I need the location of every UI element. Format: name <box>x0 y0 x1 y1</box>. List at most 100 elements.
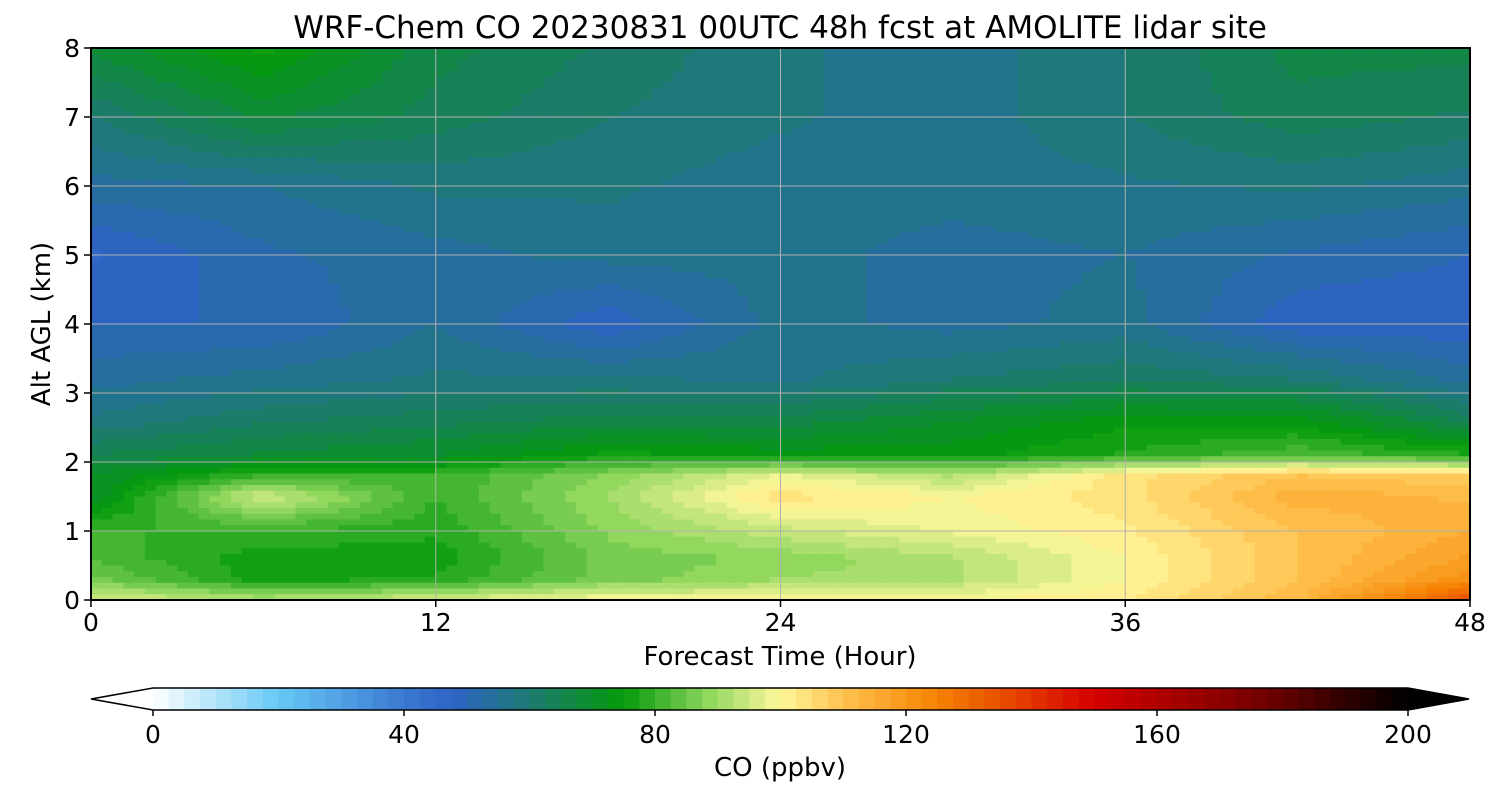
contour-cell <box>144 94 157 101</box>
contour-cell <box>952 180 965 187</box>
contour-cell <box>1017 88 1029 95</box>
contour-cell <box>1103 151 1116 158</box>
contour-cell <box>274 168 286 176</box>
contour-cell <box>1362 71 1374 78</box>
contour-cell <box>381 82 394 89</box>
contour-cell <box>1179 214 1191 222</box>
contour-cell <box>920 168 932 176</box>
contour-cell <box>392 140 405 147</box>
contour-cell <box>1329 82 1342 89</box>
contour-cell <box>532 203 545 210</box>
contour-cell <box>640 94 652 101</box>
contour-cell <box>899 243 911 250</box>
contour-cell <box>532 134 545 141</box>
contour-cell <box>931 82 943 89</box>
contour-cell <box>1200 214 1213 222</box>
contour-cell <box>112 209 124 216</box>
contour-cell <box>1276 76 1288 84</box>
contour-cell <box>769 226 782 233</box>
contour-cell <box>1308 232 1320 239</box>
contour-cell <box>500 260 512 268</box>
contour-cell <box>575 168 588 176</box>
contour-cell <box>1189 145 1202 153</box>
contour-cell <box>1103 65 1116 72</box>
contour-cell <box>1394 260 1406 268</box>
contour-cell <box>565 140 577 147</box>
contour-cell <box>748 157 760 164</box>
contour-cell <box>1039 220 1051 227</box>
contour-cell <box>1276 266 1288 273</box>
contour-cell <box>241 249 254 256</box>
contour-cell <box>1383 76 1396 84</box>
contour-cell <box>328 134 340 141</box>
contour-cell <box>791 186 803 193</box>
contour-cell <box>1448 71 1460 78</box>
contour-cell <box>963 71 976 78</box>
contour-cell <box>134 53 146 61</box>
contour-cell <box>1039 197 1051 204</box>
contour-cell <box>1157 197 1169 204</box>
contour-cell <box>845 226 857 233</box>
contour-cell <box>1017 53 1029 61</box>
contour-cell <box>1179 174 1191 181</box>
contour-cell <box>920 243 932 250</box>
contour-cell <box>457 117 469 124</box>
contour-cell <box>1426 122 1439 130</box>
contour-cell <box>360 249 372 256</box>
contour-cell <box>737 168 749 176</box>
contour-cell <box>1146 111 1159 118</box>
contour-cell <box>1340 59 1353 66</box>
contour-cell <box>532 226 545 233</box>
contour-cell <box>220 186 232 193</box>
contour-cell <box>995 134 1008 141</box>
contour-cell <box>1297 134 1309 141</box>
contour-cell <box>1297 157 1309 164</box>
contour-cell <box>231 163 243 170</box>
contour-cell <box>952 128 965 135</box>
contour-cell <box>220 197 232 204</box>
contour-cell <box>1146 243 1159 250</box>
contour-cell <box>1211 163 1223 170</box>
contour-cell <box>187 65 200 72</box>
contour-cell <box>1243 237 1256 245</box>
contour-cell <box>414 266 426 273</box>
contour-cell <box>1189 71 1202 78</box>
contour-cell <box>511 260 523 268</box>
contour-cell <box>1157 163 1169 170</box>
contour-cell <box>306 186 318 193</box>
contour-cell <box>123 111 135 118</box>
contour-cell <box>198 243 211 250</box>
contour-cell <box>144 145 157 153</box>
contour-cell <box>317 249 329 256</box>
contour-cell <box>985 255 997 262</box>
contour-cell <box>209 59 221 66</box>
contour-cell <box>209 197 221 204</box>
contour-cell <box>1017 191 1029 199</box>
contour-cell <box>1383 168 1396 176</box>
contour-cell <box>1017 134 1029 141</box>
contour-cell <box>963 180 976 187</box>
contour-cell <box>166 220 178 227</box>
contour-cell <box>1319 94 1331 101</box>
contour-cell <box>1179 111 1191 118</box>
contour-cell <box>1017 128 1029 135</box>
contour-cell <box>478 99 491 107</box>
contour-cell <box>371 197 383 204</box>
contour-cell <box>166 117 178 124</box>
contour-cell <box>187 82 200 89</box>
contour-cell <box>683 163 695 170</box>
contour-cell <box>737 48 749 55</box>
contour-cell <box>1459 209 1470 216</box>
contour-cell <box>963 117 976 124</box>
contour-cell <box>1157 180 1169 187</box>
contour-cell <box>1276 151 1288 158</box>
contour-cell <box>274 220 286 227</box>
contour-cell <box>855 191 868 199</box>
contour-cell <box>855 145 868 153</box>
contour-cell <box>1340 145 1353 153</box>
contour-cell <box>252 59 264 66</box>
contour-cell <box>758 99 771 107</box>
contour-cell <box>241 209 254 216</box>
contour-cell <box>1200 145 1213 153</box>
contour-cell <box>91 145 103 153</box>
